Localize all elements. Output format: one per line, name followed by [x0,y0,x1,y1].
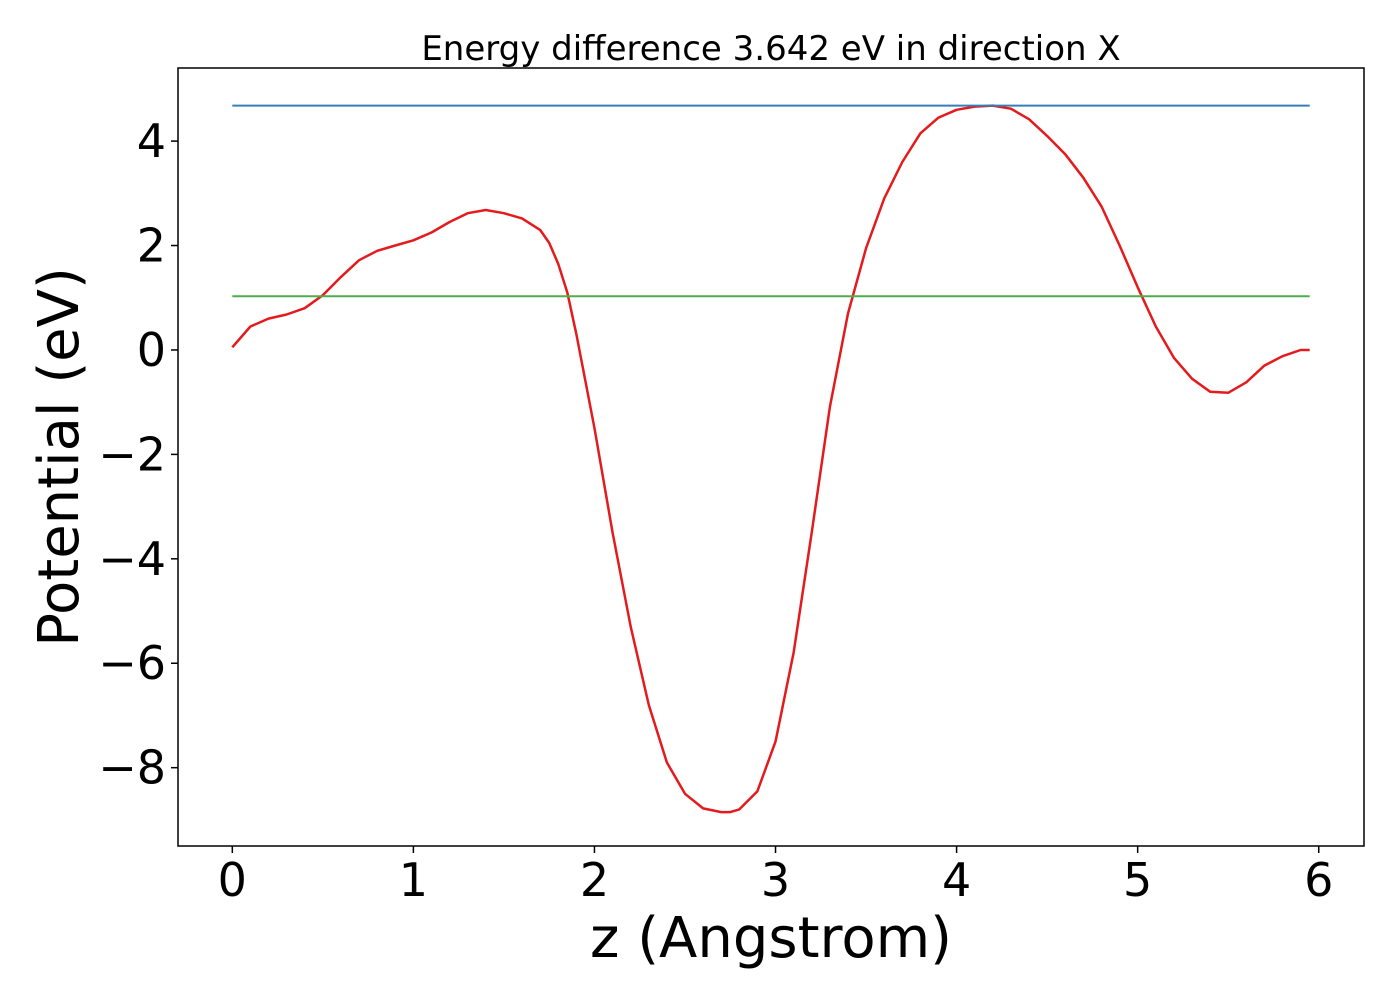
chart-title: Energy difference 3.642 eV in direction … [421,29,1120,69]
y-tick-label: 4 [137,114,166,168]
y-tick-label: −2 [98,427,166,481]
y-axis: 4 2 0 −2 −4 −6 −8 [98,114,178,795]
x-axis: 0 1 2 3 4 5 6 [218,846,1333,907]
y-tick-label: 2 [137,219,166,273]
x-tick-label: 0 [218,853,247,907]
y-tick-label: 0 [137,323,166,377]
x-tick-label: 6 [1304,853,1333,907]
series-layer [231,104,1310,814]
y-tick-label: −4 [98,532,166,586]
x-tick-label: 3 [761,853,790,907]
x-tick-label: 4 [942,853,971,907]
x-tick-label: 5 [1123,853,1152,907]
y-tick-label: −8 [98,741,166,795]
y-axis-title: Potential (eV) [27,267,92,647]
y-tick-label: −6 [98,636,166,690]
x-tick-label: 1 [399,853,428,907]
plot-frame [177,67,1365,847]
series-line-1 [231,104,1310,814]
x-axis-title: z (Angstrom) [590,906,952,971]
x-tick-label: 2 [580,853,609,907]
